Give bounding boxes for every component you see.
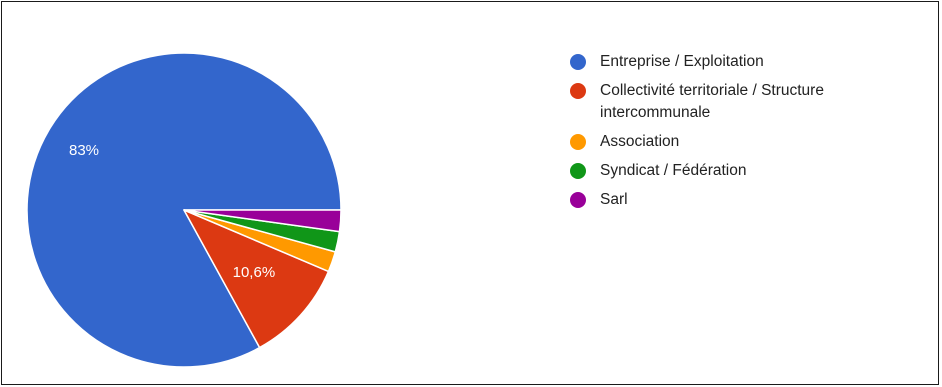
legend-swatch-syndicat-federation [570, 163, 586, 179]
legend-item-collectivite-territoriale-structure-intercommunale[interactable]: Collectivité territoriale / Structure in… [570, 80, 930, 124]
legend-swatch-sarl [570, 192, 586, 208]
pie-slices [26, 52, 342, 368]
pie-label-collectivite-territoriale-structure-intercommunale: 10,6% [233, 264, 276, 281]
legend-item-association[interactable]: Association [570, 131, 930, 153]
legend-label: Syndicat / Fédération [600, 162, 747, 179]
pie-slice-collectivite-territoriale-structure-intercommunale[interactable] [183, 209, 330, 349]
pie-slice-sarl[interactable] [183, 209, 342, 233]
legend-label: Association [600, 133, 680, 150]
legend-item-entreprise-exploitation[interactable]: Entreprise / Exploitation [570, 51, 930, 73]
legend-label: Sarl [600, 191, 628, 208]
legend-label: Collectivité territoriale / Structure in… [600, 82, 824, 121]
legend-swatch-association [570, 134, 586, 150]
legend-item-sarl[interactable]: Sarl [570, 189, 930, 211]
legend-item-syndicat-federation[interactable]: Syndicat / Fédération [570, 160, 930, 182]
pie-label-entreprise-exploitation: 83% [69, 142, 99, 159]
pie-labels: 83% 10,6% [69, 142, 275, 281]
legend-swatch-collectivite-territoriale-structure-intercommunale [570, 83, 586, 99]
legend-swatch-entreprise-exploitation [570, 54, 586, 70]
legend-label: Entreprise / Exploitation [600, 53, 764, 70]
chart-legend: Entreprise / Exploitation Collectivité te… [570, 51, 930, 218]
